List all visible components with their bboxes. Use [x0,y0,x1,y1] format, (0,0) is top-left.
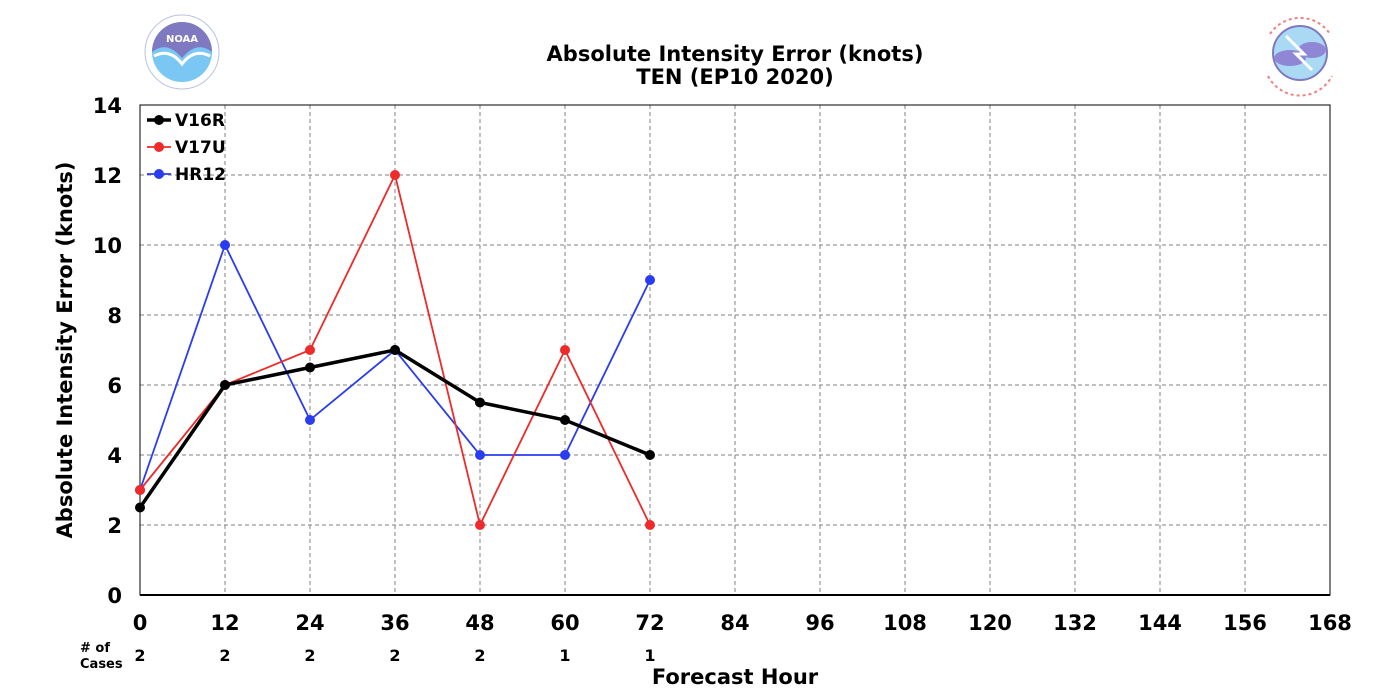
noaa-logo: NOAA [144,14,220,90]
data-point [390,170,400,180]
x-tick-label: 84 [720,611,749,635]
cases-header-line1: # of [80,641,110,656]
x-tick-label: 36 [380,611,409,635]
data-point [135,502,145,513]
data-point [305,362,315,373]
legend-item-v16r: V16R [147,111,225,131]
series-layer [135,170,655,530]
nws-logo [1264,16,1336,97]
data-point [135,485,145,495]
x-tick-label: 168 [1308,611,1352,635]
x-tick-label: 48 [465,611,494,635]
data-point [305,345,315,355]
x-axis-label: Forecast Hour [652,665,819,689]
y-tick-label: 0 [107,584,122,608]
x-tick-label: 156 [1223,611,1267,635]
x-tick-label: 72 [635,611,664,635]
case-count: 2 [389,646,400,665]
legend-label: V17U [175,138,226,158]
data-point [560,450,570,460]
y-tick-label: 12 [93,164,122,188]
cases-row: 2 2 2 2 2 1 1 [134,646,655,665]
x-tick-label: 60 [550,611,579,635]
x-axis-ticks: 0 12 24 36 48 60 72 84 96 108 120 132 144 156 168 [133,611,1352,635]
legend-item-hr12: HR12 [147,165,226,185]
y-tick-label: 2 [107,514,122,538]
legend-marker [154,169,164,179]
x-tick-label: 120 [968,611,1012,635]
x-tick-label: 24 [295,611,324,635]
legend-item-v17u: V17U [147,138,226,158]
x-tick-label: 132 [1053,611,1097,635]
chart-title: Absolute Intensity Error (knots) [547,42,924,66]
y-tick-label: 4 [107,444,122,468]
data-point [645,275,655,285]
y-axis-label: Absolute Intensity Error (knots) [53,162,77,539]
case-count: 2 [219,646,230,665]
grid [140,105,1330,595]
case-count: 2 [304,646,315,665]
x-tick-label: 96 [805,611,834,635]
x-tick-label: 12 [210,611,239,635]
noaa-logo-text: NOAA [166,34,198,45]
y-axis-ticks: 0 2 4 6 8 10 12 14 [93,94,122,608]
y-tick-label: 10 [93,234,122,258]
case-count: 1 [559,646,570,665]
x-tick-label: 0 [133,611,148,635]
data-point [220,380,230,390]
case-count: 2 [134,646,145,665]
cases-header-line2: Cases [80,657,123,672]
y-tick-label: 6 [107,374,122,398]
data-point [390,345,400,355]
case-count: 1 [644,646,655,665]
x-tick-label: 144 [1138,611,1182,635]
legend: V16R V17U HR12 [147,111,226,185]
data-point [560,345,570,355]
data-point [475,450,485,460]
data-point [475,520,485,530]
data-point [645,520,655,530]
legend-label: V16R [175,111,225,131]
data-point [475,397,485,408]
data-point [305,415,315,425]
legend-label: HR12 [175,165,226,185]
data-point [645,450,655,460]
series-v16r [135,345,655,513]
legend-marker [154,115,164,125]
chart-subtitle: TEN (EP10 2020) [636,65,833,89]
y-tick-label: 14 [93,94,122,118]
case-count: 2 [474,646,485,665]
x-tick-label: 108 [883,611,927,635]
data-point [220,240,230,250]
data-point [560,415,570,425]
y-tick-label: 8 [107,304,122,328]
legend-marker [154,142,164,152]
